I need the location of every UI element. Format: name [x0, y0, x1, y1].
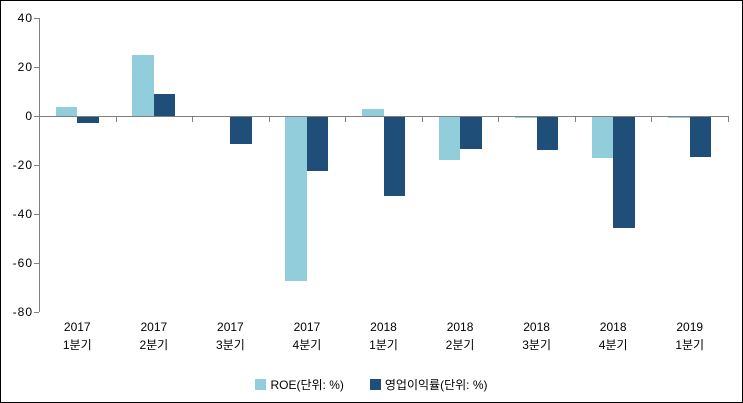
y-axis-tick-label: -60	[12, 256, 33, 270]
x-axis-tick	[651, 116, 653, 122]
x-axis-category-label: 2017 3분기	[215, 320, 245, 352]
x-axis-category-label: 2019 1분기	[675, 320, 705, 352]
roe-bar	[515, 116, 537, 119]
roe-bar	[591, 116, 614, 159]
operating-margin-bar	[613, 116, 635, 228]
roe-bar	[285, 116, 307, 282]
operating-margin-bar	[689, 116, 712, 157]
y-axis-tick	[34, 165, 39, 166]
roe-bar	[438, 116, 461, 161]
x-axis-tick	[498, 116, 500, 122]
x-axis-tick	[115, 116, 117, 122]
x-axis-tick	[574, 116, 576, 122]
x-axis-quarter-label: 2분기	[139, 338, 169, 352]
roe-bar	[132, 54, 154, 116]
operating-margin-bar	[230, 116, 252, 144]
y-axis-line	[39, 18, 40, 312]
x-axis-category-label: 2017 4분기	[292, 320, 322, 352]
chart-legend: ROE(단위: %) 영업이익률(단위: %)	[1, 376, 742, 393]
y-axis-tick-label: 20	[17, 60, 33, 74]
x-axis-quarter-label: 3분기	[522, 338, 551, 352]
y-axis-tick	[34, 18, 39, 19]
roe-bar	[362, 109, 384, 116]
legend-item-roe: ROE(단위: %)	[255, 376, 344, 393]
x-axis-category-label: 2018 2분기	[445, 320, 475, 352]
x-axis-quarter-label: 1분기	[675, 338, 705, 352]
x-axis-quarter-label: 1분기	[62, 338, 92, 352]
x-axis-category-label: 2018 3분기	[522, 320, 551, 352]
operating-margin-bar	[306, 116, 329, 171]
y-axis-tick-label: -40	[12, 207, 33, 221]
x-axis-category-label: 2018 1분기	[369, 320, 398, 352]
operating-margin-bar	[383, 116, 405, 196]
y-axis-tick	[34, 312, 39, 313]
x-axis-quarter-label: 1분기	[369, 338, 398, 352]
y-axis-tick	[34, 263, 39, 264]
y-axis-tick-label: 40	[17, 11, 33, 25]
x-axis-tick	[268, 116, 270, 122]
x-axis-category-label: 2017 2분기	[139, 320, 169, 352]
operating-margin-bar	[536, 116, 559, 150]
operating-margin-bar	[153, 93, 176, 116]
x-axis-category-label: 2017 1분기	[62, 320, 92, 352]
y-axis-tick-label: 0	[25, 109, 33, 123]
x-axis-tick	[39, 116, 40, 122]
operating-margin-legend-label: 영업이익률(단위: %)	[384, 378, 488, 392]
x-axis-tick	[421, 116, 423, 122]
x-axis-quarter-label: 2분기	[445, 338, 475, 352]
x-axis-quarter-label: 3분기	[215, 338, 245, 352]
roe-bar	[55, 106, 78, 116]
y-axis-tick	[34, 67, 39, 68]
operating-margin-legend-swatch	[369, 379, 381, 390]
roe-legend-swatch	[255, 379, 267, 390]
x-axis-line	[39, 116, 729, 117]
x-axis-quarter-label: 4분기	[292, 338, 322, 352]
roe-legend-label: ROE(단위: %)	[270, 378, 344, 392]
operating-margin-bar	[460, 116, 482, 150]
operating-margin-bar	[77, 116, 99, 124]
y-axis-tick-label: -80	[12, 305, 33, 319]
x-axis-category-label: 2018 4분기	[598, 320, 628, 352]
x-axis-tick	[728, 116, 729, 122]
x-axis-tick	[192, 116, 194, 122]
x-axis-quarter-label: 4분기	[598, 338, 628, 352]
y-axis-tick-label: -20	[12, 158, 33, 172]
y-axis-tick	[34, 214, 39, 215]
x-axis-tick	[345, 116, 347, 122]
legend-item-operating-margin: 영업이익률(단위: %)	[369, 376, 488, 393]
y-axis-tick	[34, 116, 39, 117]
